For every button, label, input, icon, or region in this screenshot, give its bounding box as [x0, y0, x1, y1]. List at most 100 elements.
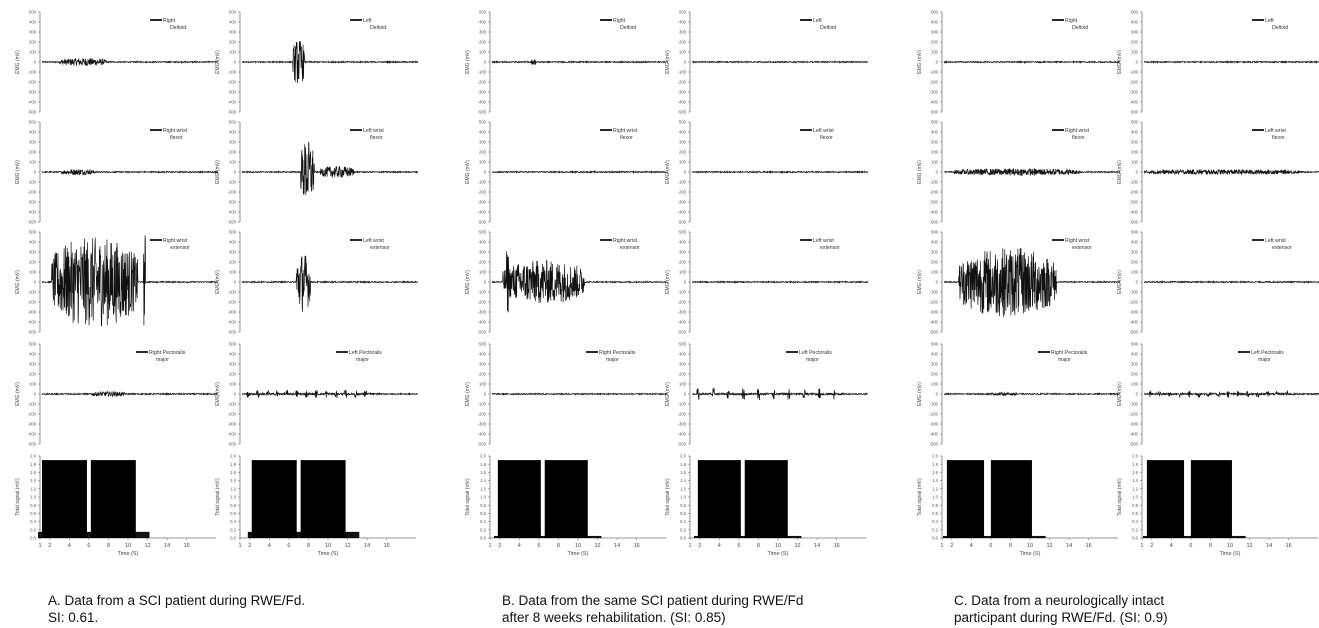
caption-a-line2: SI: 0.61. — [48, 610, 99, 625]
legend-label: Left wrist — [1265, 128, 1286, 134]
y-tick-label: -200 — [678, 80, 687, 85]
y-tick-label: -500 — [478, 110, 487, 115]
y-tick-label: -300 — [930, 310, 939, 315]
y-tick-label: 0.0 — [932, 536, 938, 541]
x-tick-label: 12 — [1246, 543, 1252, 549]
legend-label: Right wrist — [613, 128, 638, 134]
y-tick-label: 400 — [679, 240, 687, 245]
emg-trace — [241, 41, 419, 83]
y-tick-label: 200 — [931, 260, 939, 265]
y-tick-label: 1.0 — [680, 495, 686, 500]
y-tick-label: 2.0 — [932, 454, 938, 459]
y-tick-label: 400 — [479, 352, 487, 357]
y-tick-label: -200 — [678, 300, 687, 305]
y-tick-label: -100 — [1130, 180, 1139, 185]
x-tick-label: 2 — [698, 543, 701, 549]
emg-subplot: 500 400 300 200 100 0 -100 -200 -300 -400 -500 EMG … — [665, 120, 869, 225]
emg-subplot: 500 400 300 200 100 0 -100 -200 -300 -400 -500 EMG … — [215, 342, 418, 447]
y-tick-label: 0.0 — [480, 536, 486, 541]
legend-label: extensor — [620, 245, 640, 251]
y-tick-label: 400 — [229, 130, 237, 135]
emg-trace — [1143, 390, 1319, 399]
legend-label: Right — [1065, 18, 1078, 24]
y-tick-label: 400 — [479, 20, 487, 25]
y-tick-label: 300 — [29, 362, 37, 367]
legend-label: Right wrist — [1065, 238, 1090, 244]
emg-subplot: 500 400 300 200 100 0 -100 -200 -300 -400 -500 EMG … — [917, 120, 1121, 225]
x-tick-label: 14 — [164, 543, 170, 549]
emg-subplot: 500 400 300 200 100 0 -100 -200 -300 -400 -500 EMG … — [1117, 230, 1319, 335]
emg-subplot: 500 400 300 200 100 0 -100 -200 -300 -400 -500 EMG … — [15, 120, 219, 225]
legend-label: flexor — [820, 135, 833, 141]
y-tick-label: -300 — [28, 90, 37, 95]
x-tick-label: 2 — [498, 543, 501, 549]
y-tick-label: 400 — [229, 240, 237, 245]
y-tick-label: -200 — [930, 190, 939, 195]
y-tick-label: -200 — [930, 80, 939, 85]
y-tick-label: 0.0 — [1132, 536, 1138, 541]
y-tick-label: -300 — [228, 90, 237, 95]
caption-c-line2: participant during RWE/Fd. (SI: 0.9) — [954, 610, 1168, 625]
y-tick-label: 400 — [931, 352, 939, 357]
legend-label: Left — [813, 18, 822, 24]
y-tick-label: -100 — [478, 70, 487, 75]
emg-subplot: 500 400 300 200 100 0 -100 -200 -300 -400 -500 EMG … — [15, 230, 219, 335]
x-tick-label: 12 — [1046, 543, 1052, 549]
y-tick-label: -400 — [478, 432, 487, 437]
emg-trace — [491, 59, 669, 66]
x-tick-label: 8 — [757, 543, 760, 549]
y-tick-label: 200 — [931, 372, 939, 377]
y-tick-label: 0 — [684, 392, 687, 397]
x-tick-label: 10 — [125, 543, 131, 549]
y-tick-label: 200 — [29, 150, 37, 155]
legend-label: Deltoid — [820, 25, 836, 31]
y-axis-label: EMG (mV) — [215, 270, 221, 294]
x-tick-label: 1 — [1140, 543, 1143, 549]
legend-label: major — [1058, 357, 1071, 363]
emg-subplot: 500 400 300 200 100 0 -100 -200 -300 -400 -500 EMG … — [15, 342, 219, 447]
x-tick-label: 2 — [248, 543, 251, 549]
y-tick-label: 1.4 — [932, 478, 938, 483]
y-tick-label: 0.4 — [480, 519, 486, 524]
y-tick-label: 2.0 — [680, 454, 686, 459]
legend-label: flexor — [370, 135, 383, 141]
y-tick-label: 0.2 — [1132, 527, 1138, 532]
y-tick-label: 0.8 — [680, 503, 686, 508]
y-tick-label: 100 — [29, 270, 37, 275]
y-tick-label: -400 — [28, 100, 37, 105]
y-tick-label: 0.6 — [1132, 511, 1138, 516]
y-tick-label: -400 — [478, 320, 487, 325]
y-tick-label: -400 — [678, 210, 687, 215]
emg-subplot: 500 400 300 200 100 0 -100 -200 -300 -400 -500 EMG … — [1117, 120, 1319, 225]
y-tick-label: 200 — [1131, 372, 1139, 377]
emg-subplot: 500 400 300 200 100 0 -100 -200 -300 -400 -500 EMG … — [665, 230, 869, 335]
legend-label: major — [356, 357, 369, 363]
y-tick-label: 2.0 — [30, 454, 36, 459]
y-axis-label: EMG (mV) — [465, 382, 471, 406]
y-tick-label: 1.8 — [680, 462, 686, 467]
y-tick-label: 2.0 — [480, 454, 486, 459]
caption-c: C. Data from a neurologically intact par… — [954, 592, 1168, 626]
y-axis-label: EMG (mV) — [215, 382, 221, 406]
y-tick-label: 200 — [679, 150, 687, 155]
emg-trace — [691, 170, 869, 174]
y-tick-label: -200 — [228, 412, 237, 417]
y-tick-label: -200 — [228, 80, 237, 85]
y-tick-label: 500 — [479, 120, 487, 125]
y-tick-label: 0.2 — [230, 527, 236, 532]
force-block — [497, 460, 541, 538]
force-subplot: 2.0 1.8 1.6 1.4 1.2 1.0 0.8 0.6 0.4 0.2 0.0 Total s… — [665, 454, 866, 557]
y-tick-label: 1.8 — [30, 462, 36, 467]
x-tick-label: 6 — [989, 543, 992, 549]
caption-a: A. Data from a SCI patient during RWE/Fd… — [48, 592, 305, 626]
y-tick-label: 500 — [1131, 342, 1139, 347]
y-tick-label: 0.8 — [1132, 503, 1138, 508]
caption-a-line1: A. Data from a SCI patient during RWE/Fd… — [48, 593, 306, 608]
y-tick-label: 400 — [679, 20, 687, 25]
y-tick-label: -200 — [930, 412, 939, 417]
y-tick-label: 0 — [1136, 392, 1139, 397]
force-block — [544, 460, 588, 538]
y-tick-label: 0 — [936, 60, 939, 65]
y-tick-label: 200 — [679, 260, 687, 265]
x-tick-label: 6 — [87, 543, 90, 549]
